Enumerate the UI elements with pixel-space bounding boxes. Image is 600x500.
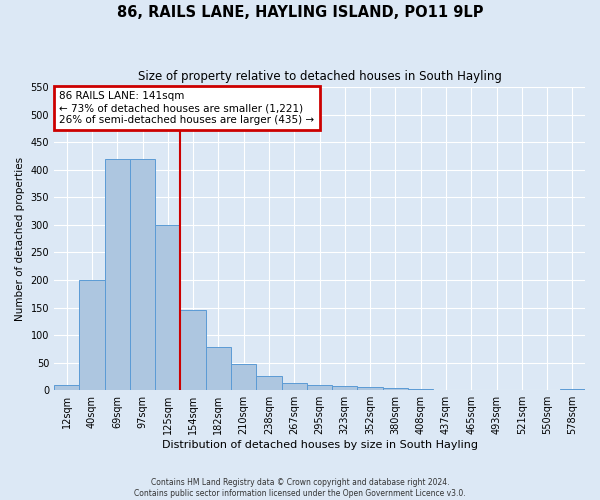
Bar bbox=[130, 158, 155, 390]
Bar bbox=[231, 364, 256, 390]
Bar bbox=[79, 280, 104, 390]
Bar bbox=[181, 310, 206, 390]
Bar bbox=[256, 376, 281, 390]
Text: Contains HM Land Registry data © Crown copyright and database right 2024.
Contai: Contains HM Land Registry data © Crown c… bbox=[134, 478, 466, 498]
Bar bbox=[307, 384, 332, 390]
Bar bbox=[332, 386, 358, 390]
Bar bbox=[104, 158, 130, 390]
Bar bbox=[54, 384, 79, 390]
Bar bbox=[560, 388, 585, 390]
Bar bbox=[281, 383, 307, 390]
Text: 86, RAILS LANE, HAYLING ISLAND, PO11 9LP: 86, RAILS LANE, HAYLING ISLAND, PO11 9LP bbox=[117, 5, 483, 20]
Bar bbox=[155, 225, 181, 390]
Y-axis label: Number of detached properties: Number of detached properties bbox=[15, 156, 25, 320]
Text: 86 RAILS LANE: 141sqm
← 73% of detached houses are smaller (1,221)
26% of semi-d: 86 RAILS LANE: 141sqm ← 73% of detached … bbox=[59, 92, 314, 124]
Bar bbox=[383, 388, 408, 390]
Title: Size of property relative to detached houses in South Hayling: Size of property relative to detached ho… bbox=[137, 70, 502, 83]
X-axis label: Distribution of detached houses by size in South Hayling: Distribution of detached houses by size … bbox=[161, 440, 478, 450]
Bar bbox=[358, 387, 383, 390]
Bar bbox=[206, 347, 231, 390]
Bar bbox=[408, 389, 433, 390]
